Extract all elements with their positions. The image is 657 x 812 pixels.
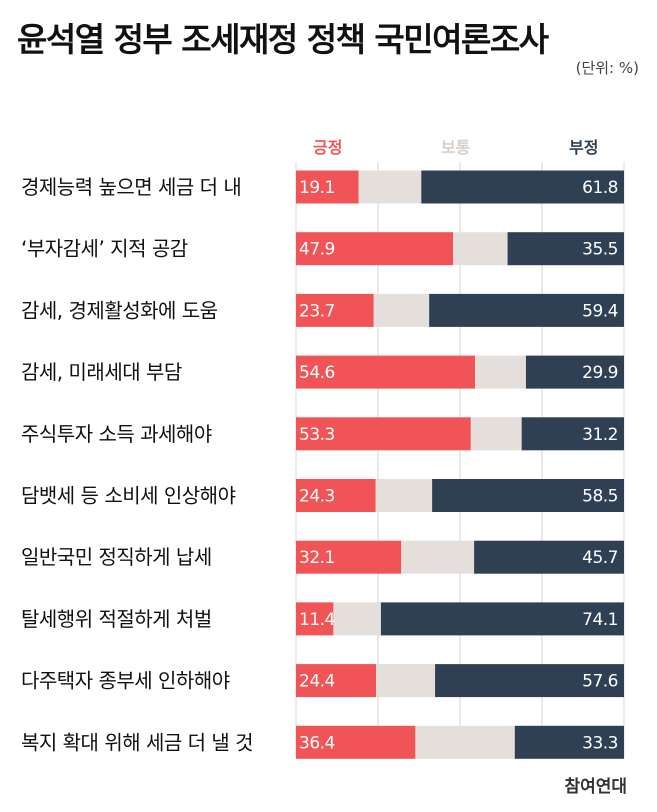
bar-neutral (475, 355, 526, 389)
bar-neutral (453, 232, 508, 266)
bar-positive (296, 170, 359, 204)
bar-negative (514, 725, 624, 759)
bar-neutral (358, 170, 422, 204)
value-label-positive: 47.9 (299, 240, 335, 260)
bar-negative (429, 293, 624, 327)
value-label-positive: 24.4 (299, 672, 335, 692)
category-label: 복지 확대 위해 세금 더 낼 것 (21, 730, 253, 754)
bar-neutral (415, 725, 515, 759)
bar-positive (296, 479, 376, 512)
value-label-negative: 61.8 (582, 178, 618, 198)
value-label-positive: 23.7 (299, 301, 335, 321)
bar-negative (474, 540, 624, 574)
value-label-positive: 19.1 (299, 178, 335, 198)
category-label: 감세, 미래세대 부담 (21, 360, 182, 384)
bar-positive (296, 725, 416, 759)
category-label: 주식투자 소득 과세해야 (21, 422, 212, 446)
value-label-negative: 45.7 (582, 548, 618, 568)
category-label: ‘부자감세’ 지적 공감 (21, 237, 188, 261)
category-label: 담뱃세 등 소비세 인상해야 (21, 484, 236, 508)
source-label: 참여연대 (564, 777, 627, 797)
value-label-positive: 54.6 (299, 363, 335, 383)
value-label-negative: 33.3 (582, 733, 618, 753)
bar-neutral (373, 293, 430, 327)
value-label-negative: 29.9 (582, 363, 618, 383)
value-label-negative: 35.5 (582, 240, 618, 260)
bar-positive (296, 602, 334, 636)
value-label-positive: 11.4 (299, 610, 335, 630)
legend-neutral: 보통 (441, 138, 471, 157)
bar-negative (525, 355, 624, 389)
value-label-negative: 57.6 (582, 672, 618, 692)
bar-positive (296, 232, 454, 266)
value-label-positive: 53.3 (299, 425, 335, 445)
value-label-positive: 32.1 (299, 548, 335, 568)
value-label-negative: 59.4 (582, 301, 618, 321)
bar-positive (296, 664, 377, 698)
bar-negative (435, 664, 624, 698)
bar-positive (296, 293, 374, 327)
category-label: 일반국민 정직하게 납세 (21, 545, 212, 569)
value-label-positive: 36.4 (299, 733, 335, 753)
bar-neutral (333, 602, 381, 636)
bar-negative (521, 417, 624, 451)
legend-positive: 긍정 (313, 138, 343, 157)
bar-neutral (401, 540, 475, 574)
value-label-negative: 31.2 (582, 425, 618, 445)
chart-title: 윤석열 정부 조세재정 정책 국민여론조사 (17, 20, 549, 59)
legend-negative: 부정 (569, 138, 599, 157)
category-label: 경제능력 높으면 세금 더 내 (21, 175, 241, 199)
value-label-negative: 58.5 (582, 487, 618, 507)
category-label: 탈세행위 적절하게 처벌 (21, 607, 212, 631)
category-label: 다주택자 종부세 인하해야 (21, 669, 230, 693)
value-label-negative: 74.1 (582, 610, 618, 630)
bar-positive (296, 417, 471, 451)
bar-negative (421, 170, 624, 204)
category-label: 감세, 경제활성화에 도움 (21, 298, 218, 322)
bar-positive (296, 355, 476, 389)
bar-positive (296, 540, 402, 574)
bar-negative (507, 232, 624, 266)
unit-label: (단위: %) (575, 59, 639, 77)
bar-negative (380, 602, 624, 636)
value-label-positive: 24.3 (299, 487, 335, 507)
bar-negative (432, 479, 624, 512)
bar-neutral (376, 664, 436, 698)
bar-neutral (470, 417, 522, 451)
bar-neutral (375, 479, 433, 512)
